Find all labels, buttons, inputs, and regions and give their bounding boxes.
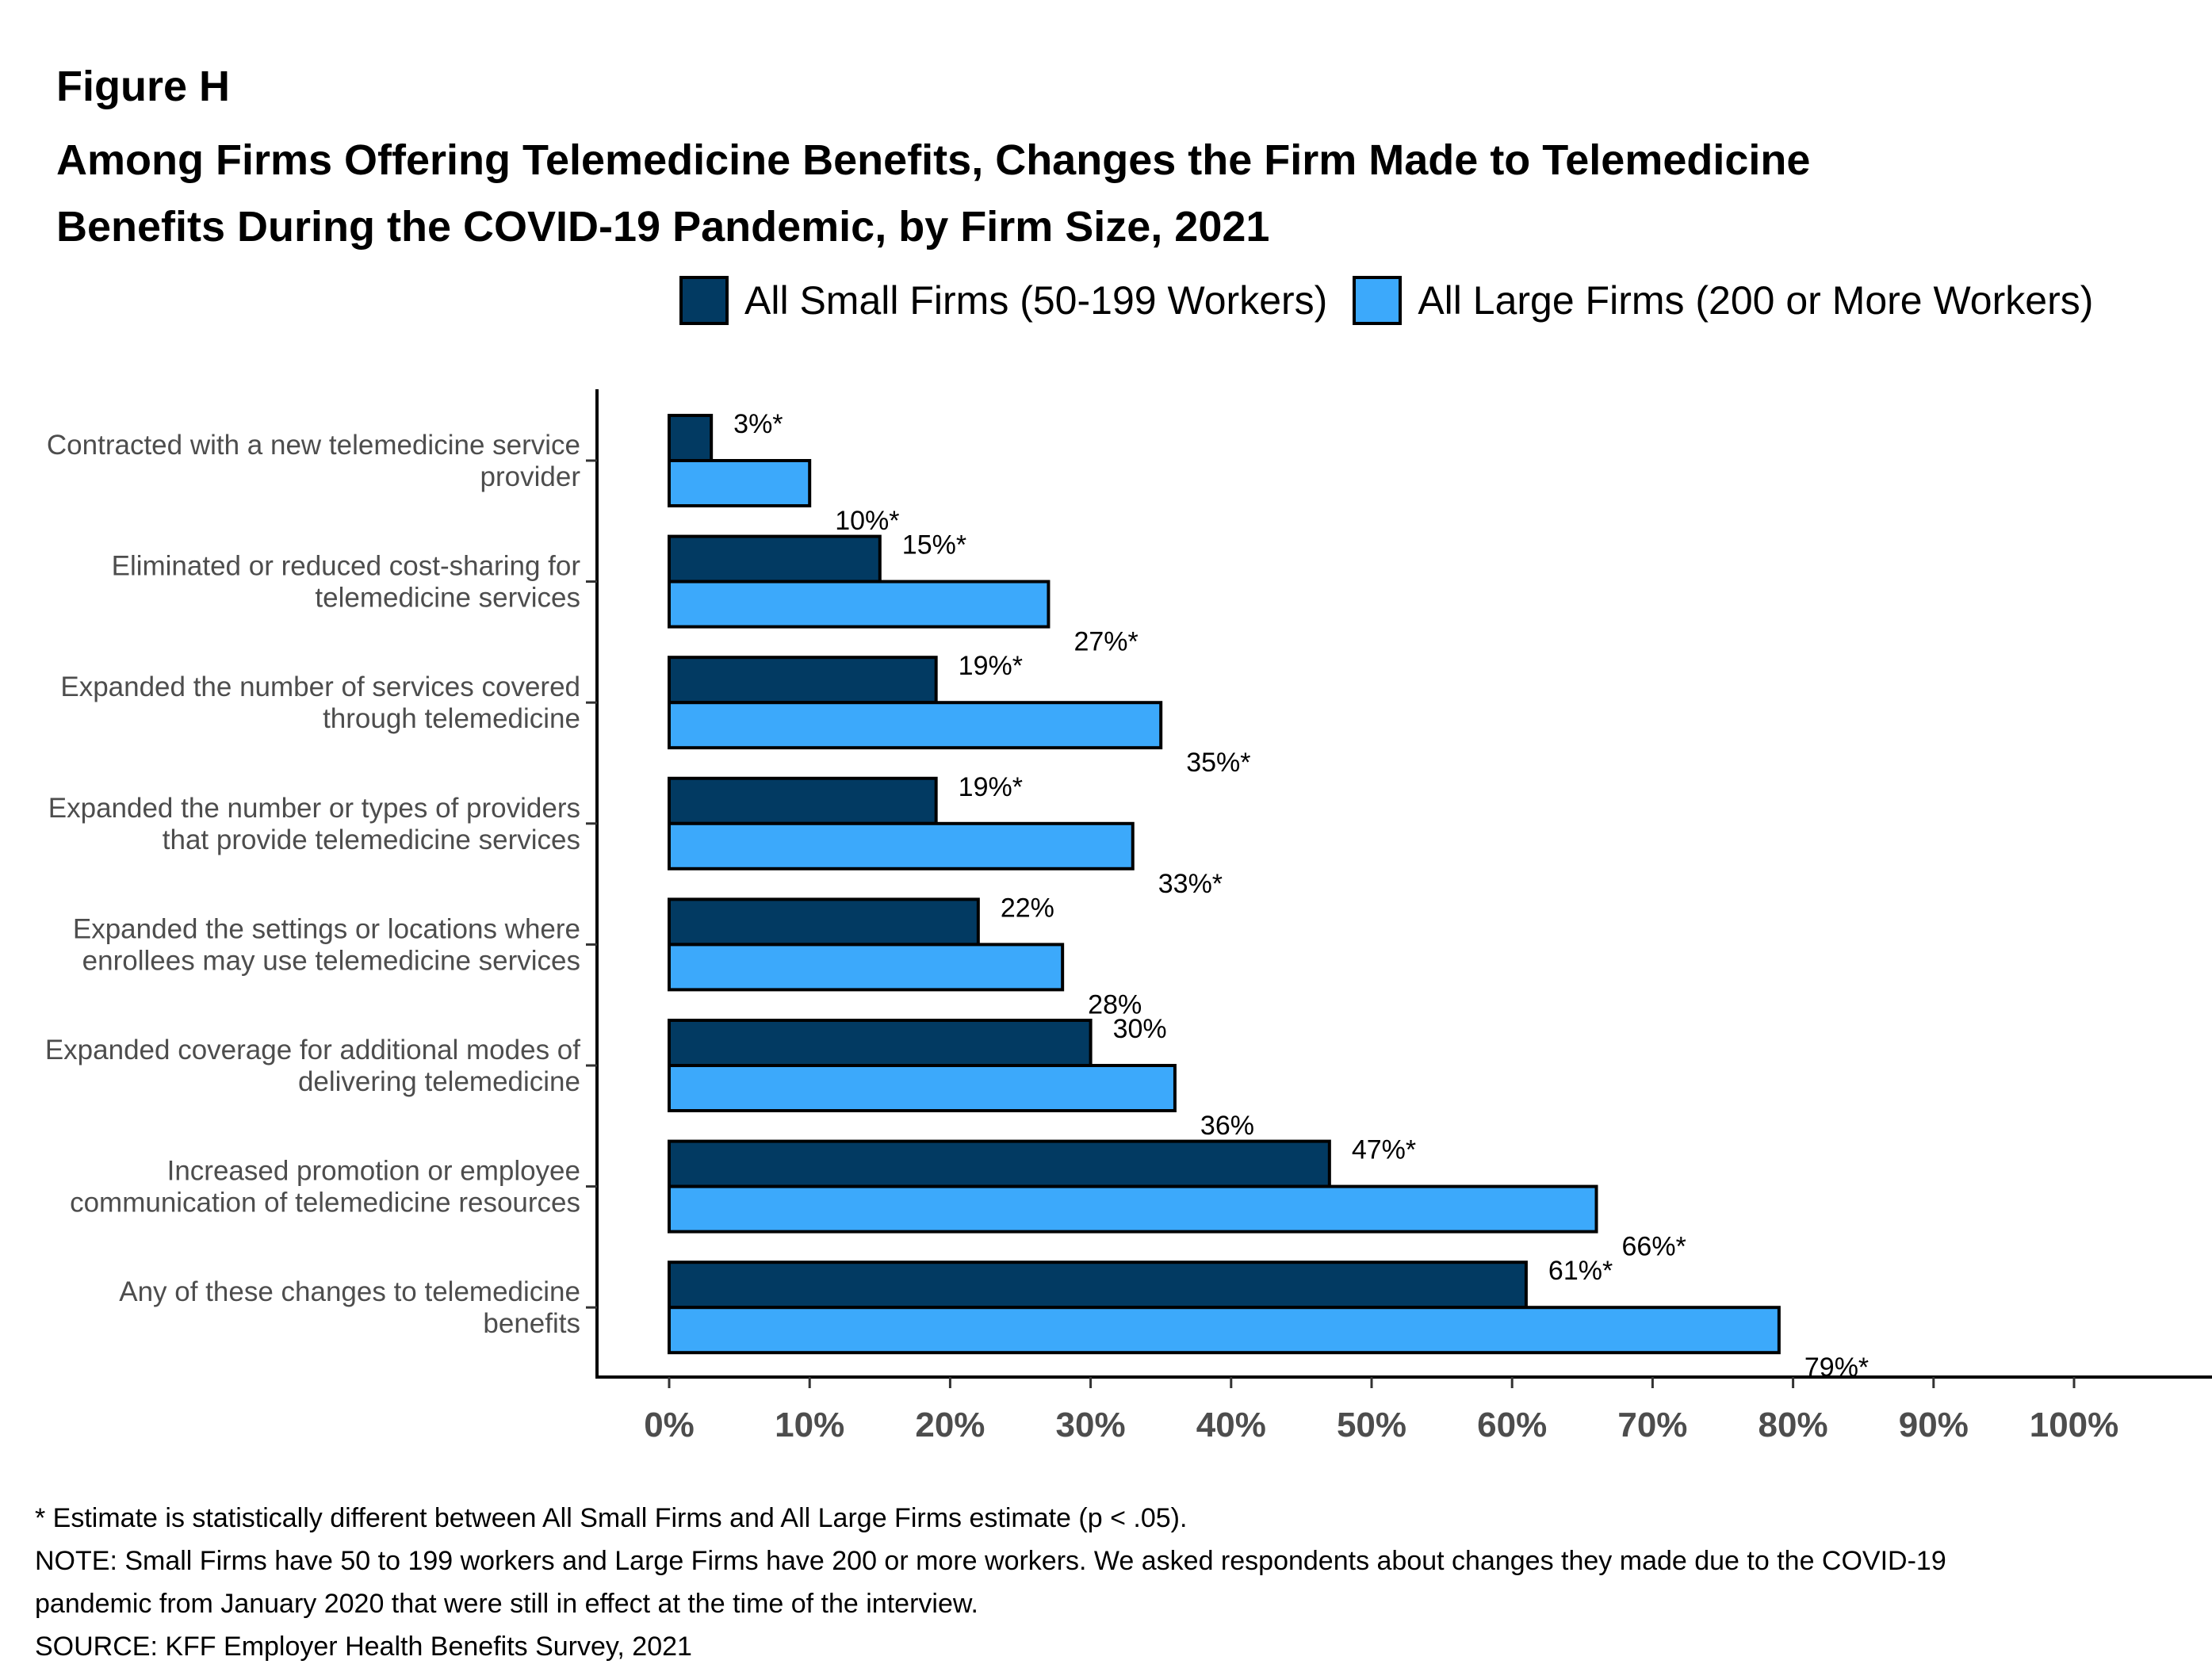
data-label-large-firms: 35%* bbox=[1186, 748, 1250, 778]
legend-label-small: All Small Firms (50-199 Workers) bbox=[744, 278, 1328, 323]
title-line-2: Benefits During the COVID-19 Pandemic, b… bbox=[56, 203, 1270, 251]
x-tick-label: 0% bbox=[644, 1406, 695, 1444]
category-label: Any of these changes to telemedicine bbox=[119, 1276, 580, 1307]
x-tick-label: 20% bbox=[915, 1406, 985, 1444]
data-label-small-firms: 61%* bbox=[1548, 1256, 1613, 1286]
title-line-1: Among Firms Offering Telemedicine Benefi… bbox=[56, 136, 1811, 184]
bar-small-firms bbox=[668, 1139, 1331, 1188]
legend-item-small: All Small Firms (50-199 Workers) bbox=[679, 276, 1327, 325]
data-label-small-firms: 19%* bbox=[959, 651, 1023, 681]
category-label: Eliminated or reduced cost-sharing for bbox=[112, 551, 581, 582]
data-label-small-firms: 47%* bbox=[1352, 1135, 1416, 1165]
category-label: Expanded the number or types of provider… bbox=[48, 793, 580, 824]
legend-item-large: All Large Firms (200 or More Workers) bbox=[1353, 276, 2093, 325]
category-label: communication of telemedicine resources bbox=[70, 1188, 580, 1218]
bar-small-firms bbox=[668, 414, 714, 462]
category-label: through telemedicine bbox=[323, 703, 580, 734]
data-label-large-firms: 33%* bbox=[1158, 869, 1223, 899]
footnote-note-1: NOTE: Small Firms have 50 to 199 workers… bbox=[35, 1546, 1946, 1576]
bar-small-firms bbox=[668, 1261, 1528, 1310]
x-tick-label: 10% bbox=[775, 1406, 844, 1444]
bar-large-firms bbox=[668, 1064, 1177, 1112]
data-label-small-firms: 15%* bbox=[902, 530, 966, 560]
bar-small-firms bbox=[668, 776, 938, 825]
x-tick-label: 60% bbox=[1477, 1406, 1547, 1444]
category-label: telemedicine services bbox=[315, 583, 580, 614]
bar-large-firms bbox=[668, 943, 1065, 992]
data-label-small-firms: 30% bbox=[1113, 1014, 1167, 1044]
category-label: enrollees may use telemedicine services bbox=[82, 945, 580, 976]
legend-swatch-small bbox=[679, 276, 729, 325]
bar-small-firms bbox=[668, 897, 980, 947]
legend-swatch-large bbox=[1353, 276, 1403, 325]
x-tick-label: 70% bbox=[1617, 1406, 1687, 1444]
data-label-large-firms: 66%* bbox=[1622, 1232, 1686, 1262]
footnotes: * Estimate is statistically different be… bbox=[35, 1497, 2207, 1668]
x-tick-label: 30% bbox=[1056, 1406, 1126, 1444]
category-label: provider bbox=[480, 461, 581, 492]
data-label-small-firms: 19%* bbox=[959, 772, 1023, 802]
data-label-large-firms: 36% bbox=[1200, 1111, 1254, 1141]
bar-large-firms bbox=[668, 821, 1135, 870]
data-label-small-firms: 3%* bbox=[733, 409, 783, 439]
x-tick-label: 90% bbox=[1899, 1406, 1969, 1444]
x-tick-label: 40% bbox=[1196, 1406, 1266, 1444]
category-label: Expanded the settings or locations where bbox=[73, 913, 580, 944]
bar-large-firms bbox=[668, 580, 1051, 629]
category-label: that provide telemedicine services bbox=[163, 824, 580, 855]
footnote-significance: * Estimate is statistically different be… bbox=[35, 1503, 1188, 1533]
bar-small-firms bbox=[668, 534, 882, 583]
bar-large-firms bbox=[668, 1306, 1781, 1355]
x-tick-label: 80% bbox=[1759, 1406, 1828, 1444]
legend: All Small Firms (50-199 Workers) All Lar… bbox=[679, 276, 2118, 325]
footnote-note-2: pandemic from January 2020 that were sti… bbox=[35, 1589, 978, 1619]
bar-large-firms bbox=[668, 459, 812, 507]
bar-large-firms bbox=[668, 1184, 1598, 1234]
category-label: delivering telemedicine bbox=[298, 1066, 580, 1097]
x-tick-label: 50% bbox=[1337, 1406, 1406, 1444]
category-label: Contracted with a new telemedicine servi… bbox=[47, 430, 580, 461]
bar-small-firms bbox=[668, 1019, 1093, 1067]
data-label-large-firms: 10%* bbox=[835, 506, 899, 536]
legend-label-large: All Large Firms (200 or More Workers) bbox=[1418, 278, 2094, 323]
data-label-large-firms: 28% bbox=[1088, 989, 1142, 1020]
chart-title: Among Firms Offering Telemedicine Benefi… bbox=[56, 127, 2118, 260]
figure-label: Figure H bbox=[56, 63, 231, 110]
bar-small-firms bbox=[668, 656, 938, 705]
bar-large-firms bbox=[668, 701, 1163, 750]
category-label: Expanded the number of services covered bbox=[60, 671, 580, 702]
data-label-small-firms: 22% bbox=[1001, 893, 1054, 923]
category-label: Expanded coverage for additional modes o… bbox=[45, 1035, 580, 1065]
data-label-large-firms: 79%* bbox=[1804, 1352, 1869, 1383]
footnote-source: SOURCE: KFF Employer Health Benefits Sur… bbox=[35, 1632, 692, 1662]
data-label-large-firms: 27%* bbox=[1073, 627, 1138, 657]
x-tick-label: 100% bbox=[2030, 1406, 2119, 1444]
category-label: benefits bbox=[483, 1308, 580, 1339]
category-label: Increased promotion or employee bbox=[167, 1156, 580, 1187]
